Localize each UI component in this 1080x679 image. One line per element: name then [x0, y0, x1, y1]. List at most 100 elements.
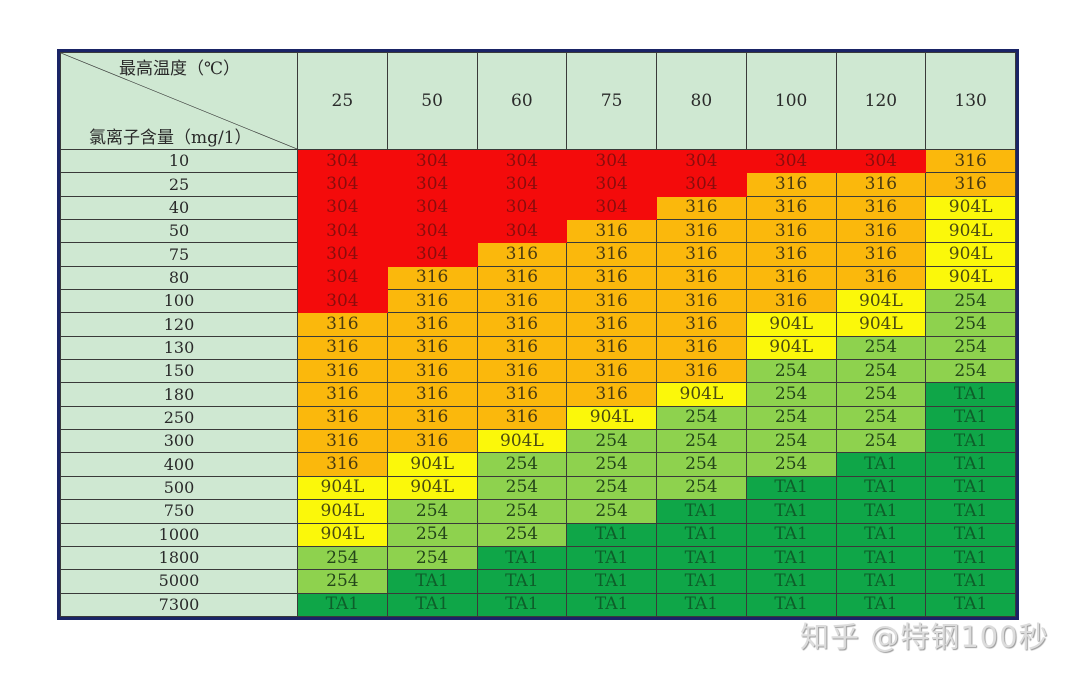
material-cell: 904L	[745, 335, 837, 361]
material-cell: 316	[566, 312, 657, 337]
material-cell: TA1	[835, 522, 927, 547]
column-header: 130	[925, 52, 1016, 150]
row-header-chloride: 300	[60, 429, 298, 454]
row-header-chloride: 80	[60, 265, 298, 291]
material-cell: 254	[745, 382, 837, 407]
material-cell: 304	[297, 172, 388, 197]
material-cell: TA1	[925, 429, 1016, 454]
material-cell: 304	[476, 148, 568, 174]
material-cell: 316	[656, 195, 747, 221]
table-row: 150 316 316 316 316 316 254 254 254	[60, 359, 1016, 384]
material-cell: TA1	[835, 475, 927, 501]
material-cell: 304	[835, 148, 927, 174]
material-cell: 304	[566, 172, 657, 197]
material-cell: 904L	[386, 475, 478, 501]
material-cell: 316	[566, 219, 657, 244]
material-cell: TA1	[745, 475, 837, 501]
table-row: 120 316 316 316 316 316 904L 904L 254	[60, 312, 1016, 337]
material-cell: 316	[386, 335, 478, 361]
material-cell: 304	[656, 148, 747, 174]
material-cell: 316	[297, 335, 388, 361]
material-cell: TA1	[566, 545, 657, 571]
column-header: 120	[835, 52, 927, 150]
material-cell: 316	[745, 195, 837, 221]
material-cell: 254	[476, 522, 568, 547]
material-cell: 316	[835, 242, 927, 267]
material-cell: TA1	[835, 592, 927, 618]
material-cell: TA1	[925, 499, 1016, 524]
material-cell: TA1	[745, 545, 837, 571]
column-header: 25	[297, 52, 388, 150]
material-cell: 304	[476, 219, 568, 244]
material-cell: TA1	[925, 382, 1016, 407]
material-cell: 254	[656, 452, 747, 477]
material-cell: 304	[386, 219, 478, 244]
material-cell: 254	[925, 359, 1016, 384]
material-cell: 254	[566, 499, 657, 524]
material-cell: 316	[386, 289, 478, 314]
material-cell: 316	[476, 405, 568, 431]
header-row: 最高温度（℃） 氯离子含量（mg/1） 25 50 60 75 80 100 1…	[60, 52, 1016, 150]
row-header-chloride: 180	[60, 382, 298, 407]
material-cell: 316	[656, 219, 747, 244]
row-header-chloride: 25	[60, 172, 298, 197]
material-cell: 254	[745, 452, 837, 477]
table-row: 25 304 304 304 304 304 316 316 316	[60, 172, 1016, 197]
material-cell: 254	[566, 429, 657, 454]
material-selection-table: 最高温度（℃） 氯离子含量（mg/1） 25 50 60 75 80 100 1…	[60, 52, 1016, 618]
row-header-chloride: 5000	[60, 569, 298, 594]
material-cell: 254	[566, 475, 657, 501]
material-cell: 904L	[297, 475, 388, 501]
material-cell: 254	[835, 359, 927, 384]
material-cell: 316	[656, 289, 747, 314]
material-cell: TA1	[566, 592, 657, 618]
column-header: 50	[386, 52, 478, 150]
material-cell: 316	[386, 382, 478, 407]
material-cell: 904L	[297, 499, 388, 524]
material-cell: 316	[656, 242, 747, 267]
material-cell: 316	[297, 359, 388, 384]
material-cell: 304	[656, 172, 747, 197]
row-header-chloride: 7300	[60, 592, 298, 618]
row-header-chloride: 120	[60, 312, 298, 337]
material-cell: TA1	[476, 592, 568, 618]
row-header-chloride: 500	[60, 475, 298, 501]
material-cell: 316	[656, 335, 747, 361]
material-cell: 904L	[925, 265, 1016, 291]
material-cell: TA1	[925, 569, 1016, 594]
material-cell: 904L	[925, 219, 1016, 244]
column-header: 100	[745, 52, 837, 150]
material-cell: 254	[297, 569, 388, 594]
material-cell: 316	[476, 265, 568, 291]
max-temperature-label: 最高温度（℃）	[119, 59, 241, 79]
table-row: 400 316 904L 254 254 254 254 TA1 TA1	[60, 452, 1016, 477]
material-cell: 316	[297, 429, 388, 454]
material-cell: TA1	[835, 569, 927, 594]
material-cell: 304	[476, 195, 568, 221]
table-row: 5000 254 TA1 TA1 TA1 TA1 TA1 TA1 TA1	[60, 569, 1016, 594]
material-cell: 904L	[835, 289, 927, 314]
material-cell: 316	[656, 312, 747, 337]
row-header-chloride: 150	[60, 359, 298, 384]
table-row: 7300 TA1 TA1 TA1 TA1 TA1 TA1 TA1 TA1	[60, 592, 1016, 618]
row-header-chloride: 100	[60, 289, 298, 314]
table-row: 750 904L 254 254 254 TA1 TA1 TA1 TA1	[60, 499, 1016, 524]
table-row: 250 316 316 316 904L 254 254 254 TA1	[60, 405, 1016, 431]
material-cell: 304	[386, 172, 478, 197]
material-cell: 254	[476, 475, 568, 501]
material-cell: 254	[925, 312, 1016, 337]
material-cell: 316	[386, 429, 478, 454]
material-cell: 316	[386, 359, 478, 384]
material-cell: 904L	[925, 195, 1016, 221]
material-cell: 304	[745, 148, 837, 174]
material-cell: 254	[835, 335, 927, 361]
material-cell: 904L	[835, 312, 927, 337]
material-cell: 254	[297, 545, 388, 571]
material-cell: 904L	[297, 522, 388, 547]
table-row: 100 304 316 316 316 316 316 904L 254	[60, 289, 1016, 314]
material-cell: 316	[835, 172, 927, 197]
table-row: 80 304 316 316 316 316 316 316 904L	[60, 265, 1016, 291]
material-cell: 316	[925, 172, 1016, 197]
row-header-chloride: 750	[60, 499, 298, 524]
material-cell: TA1	[835, 499, 927, 524]
